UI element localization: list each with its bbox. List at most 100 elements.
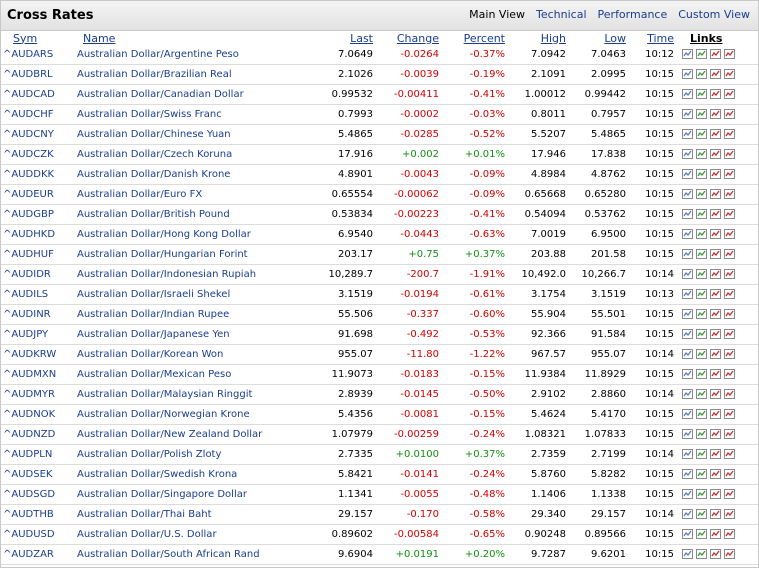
link-icon[interactable] xyxy=(724,269,735,279)
symbol[interactable]: ^AUDTHB xyxy=(1,504,75,525)
link-icon[interactable] xyxy=(682,249,693,259)
symbol[interactable]: ^AUDNZD xyxy=(1,424,75,445)
link-icon[interactable] xyxy=(682,269,693,279)
link-icon[interactable] xyxy=(724,149,735,159)
link-icon[interactable] xyxy=(724,169,735,179)
link-icon[interactable] xyxy=(724,129,735,139)
name[interactable]: Australian Dollar/U.S. Dollar xyxy=(75,524,323,545)
symbol[interactable]: ^AUDILS xyxy=(1,284,75,305)
link-icon[interactable] xyxy=(710,549,721,559)
symbol[interactable]: ^AUDHKD xyxy=(1,224,75,245)
column-header[interactable]: Name xyxy=(83,31,116,45)
link-icon[interactable] xyxy=(710,509,721,519)
link-icon[interactable] xyxy=(682,209,693,219)
symbol[interactable]: ^AUDCHF xyxy=(1,104,75,125)
symbol[interactable]: ^AUDSEK xyxy=(1,464,75,485)
symbol[interactable]: ^AUDNOK xyxy=(1,404,75,425)
link-icon[interactable] xyxy=(682,149,693,159)
link-icon[interactable] xyxy=(710,209,721,219)
link-icon[interactable] xyxy=(696,409,707,419)
link-icon[interactable] xyxy=(682,49,693,59)
name[interactable]: Australian Dollar/Indian Rupee xyxy=(75,304,323,325)
link-icon[interactable] xyxy=(682,349,693,359)
link-icon[interactable] xyxy=(724,469,735,479)
link-icon[interactable] xyxy=(696,89,707,99)
link-icon[interactable] xyxy=(710,269,721,279)
symbol[interactable]: ^AUDKRW xyxy=(1,344,75,365)
link-icon[interactable] xyxy=(696,529,707,539)
link-icon[interactable] xyxy=(696,129,707,139)
symbol[interactable]: ^AUDARS xyxy=(1,45,75,65)
name[interactable]: Australian Dollar/Euro FX xyxy=(75,184,323,205)
link-icon[interactable] xyxy=(696,109,707,119)
link-icon[interactable] xyxy=(682,229,693,239)
link-icon[interactable] xyxy=(724,249,735,259)
link-icon[interactable] xyxy=(724,549,735,559)
link-icon[interactable] xyxy=(696,289,707,299)
name[interactable]: Australian Dollar/Czech Koruna xyxy=(75,144,323,165)
link-icon[interactable] xyxy=(682,469,693,479)
symbol[interactable]: ^AUDEUR xyxy=(1,184,75,205)
link-icon[interactable] xyxy=(710,49,721,59)
link-icon[interactable] xyxy=(696,309,707,319)
link-icon[interactable] xyxy=(696,549,707,559)
link-icon[interactable] xyxy=(724,529,735,539)
link-icon[interactable] xyxy=(696,449,707,459)
name[interactable]: Australian Dollar/Malaysian Ringgit xyxy=(75,384,323,405)
link-icon[interactable] xyxy=(696,49,707,59)
link-icon[interactable] xyxy=(682,69,693,79)
link-icon[interactable] xyxy=(710,69,721,79)
name[interactable]: Australian Dollar/Canadian Dollar xyxy=(75,84,323,105)
name[interactable]: Australian Dollar/Polish Zloty xyxy=(75,444,323,465)
link-icon[interactable] xyxy=(682,389,693,399)
symbol[interactable]: ^AUDGBP xyxy=(1,204,75,225)
link-icon[interactable] xyxy=(710,409,721,419)
symbol[interactable]: ^AUDZAR xyxy=(1,544,75,565)
name[interactable]: Australian Dollar/Israeli Shekel xyxy=(75,284,323,305)
name[interactable]: Australian Dollar/Singapore Dollar xyxy=(75,484,323,505)
column-header[interactable]: Change xyxy=(396,31,439,45)
link-icon[interactable] xyxy=(696,469,707,479)
link-icon[interactable] xyxy=(710,229,721,239)
link-icon[interactable] xyxy=(696,249,707,259)
column-header[interactable]: Last xyxy=(350,31,373,45)
link-icon[interactable] xyxy=(696,429,707,439)
link-icon[interactable] xyxy=(724,349,735,359)
link-icon[interactable] xyxy=(696,169,707,179)
link-icon[interactable] xyxy=(682,109,693,119)
link-icon[interactable] xyxy=(710,369,721,379)
name[interactable]: Australian Dollar/Brazilian Real xyxy=(75,64,323,85)
link-icon[interactable] xyxy=(682,489,693,499)
link-icon[interactable] xyxy=(682,549,693,559)
symbol[interactable]: ^AUDUSD xyxy=(1,524,75,545)
name[interactable]: Australian Dollar/Hungarian Forint xyxy=(75,244,323,265)
link-icon[interactable] xyxy=(710,469,721,479)
link-icon[interactable] xyxy=(724,449,735,459)
tab[interactable]: Custom View xyxy=(678,8,750,21)
name[interactable]: Australian Dollar/British Pound xyxy=(75,204,323,225)
link-icon[interactable] xyxy=(682,449,693,459)
column-header[interactable]: Sym xyxy=(13,31,38,45)
link-icon[interactable] xyxy=(724,309,735,319)
symbol[interactable]: ^AUDDKK xyxy=(1,164,75,185)
link-icon[interactable] xyxy=(682,409,693,419)
tab[interactable]: Main View xyxy=(469,8,526,21)
link-icon[interactable] xyxy=(696,209,707,219)
link-icon[interactable] xyxy=(710,429,721,439)
link-icon[interactable] xyxy=(710,89,721,99)
link-icon[interactable] xyxy=(724,429,735,439)
name[interactable]: Australian Dollar/Hong Kong Dollar xyxy=(75,224,323,245)
link-icon[interactable] xyxy=(710,189,721,199)
link-icon[interactable] xyxy=(682,169,693,179)
link-icon[interactable] xyxy=(696,229,707,239)
link-icon[interactable] xyxy=(724,409,735,419)
link-icon[interactable] xyxy=(696,349,707,359)
link-icon[interactable] xyxy=(710,309,721,319)
link-icon[interactable] xyxy=(696,329,707,339)
link-icon[interactable] xyxy=(682,309,693,319)
name[interactable]: Australian Dollar/Argentine Peso xyxy=(75,45,323,65)
symbol[interactable]: ^AUDBRL xyxy=(1,64,75,85)
tab[interactable]: Performance xyxy=(597,8,668,21)
link-icon[interactable] xyxy=(696,489,707,499)
link-icon[interactable] xyxy=(682,529,693,539)
